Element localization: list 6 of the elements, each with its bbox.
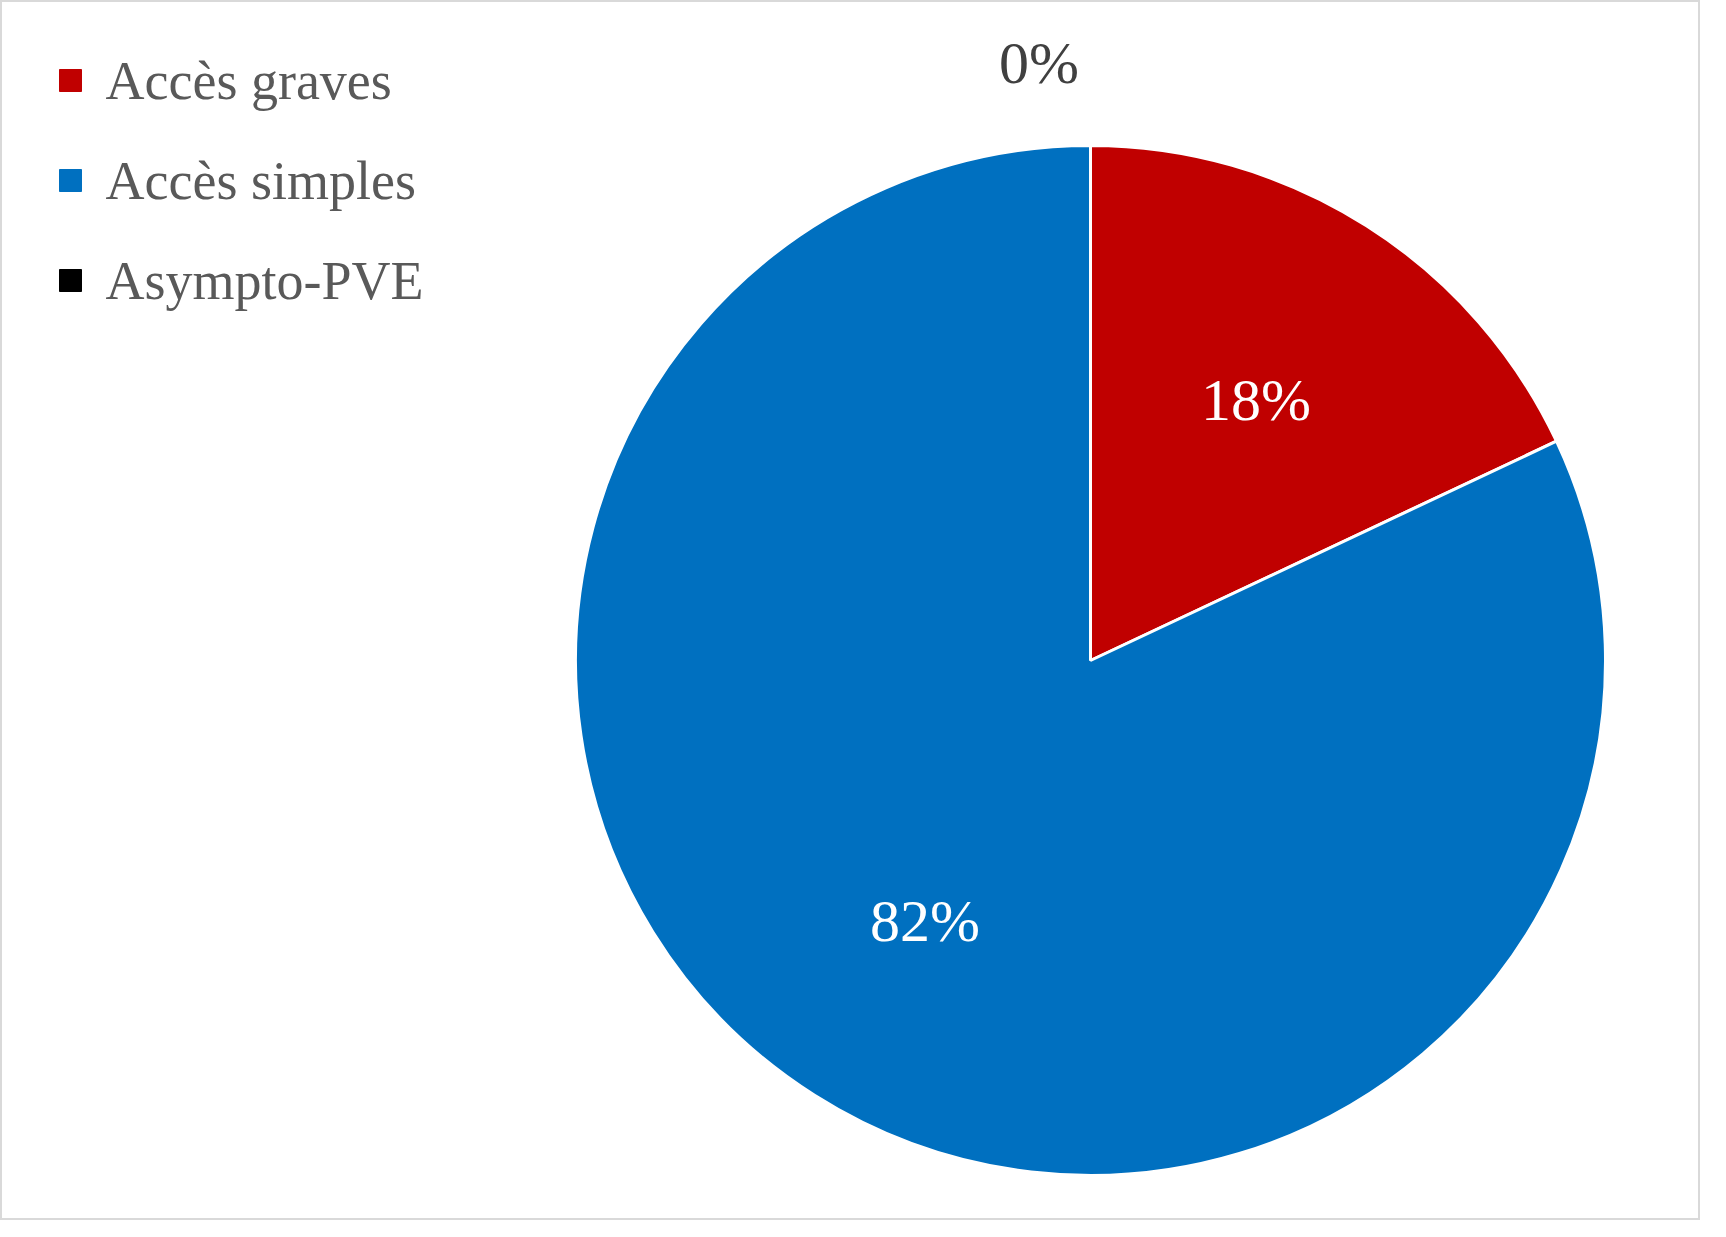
legend-label: Accès graves xyxy=(105,50,392,111)
text: 0% xyxy=(999,30,1079,97)
data-label: 82% xyxy=(869,888,980,955)
legend-label: Asympto-PVE xyxy=(105,250,424,311)
legend-label: Accès simples xyxy=(105,150,416,211)
data-label: 18% xyxy=(1201,366,1312,433)
